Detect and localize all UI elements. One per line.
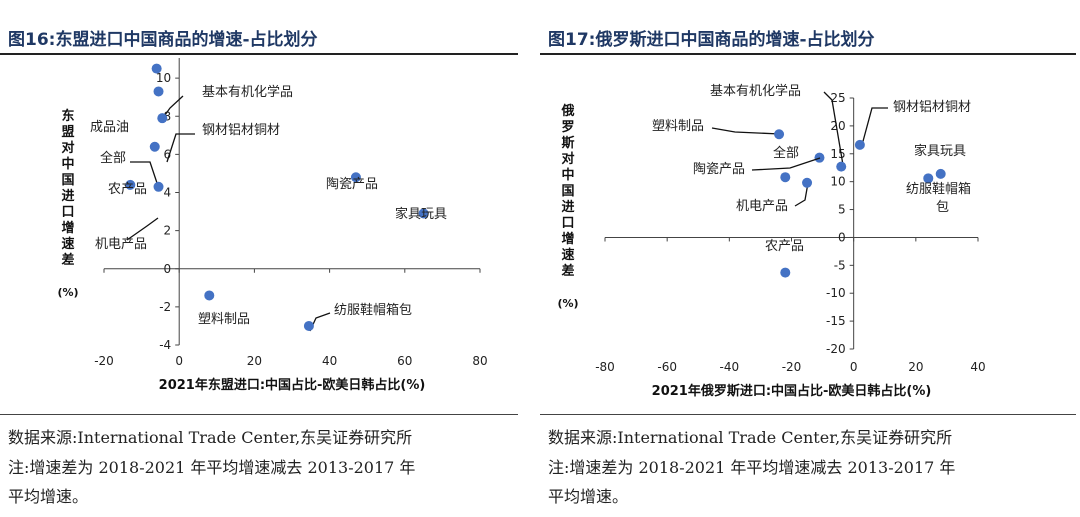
y-tick-label: 4 — [164, 186, 172, 200]
x-tick-label: -80 — [595, 360, 615, 374]
point-label: 农产品 — [765, 239, 804, 254]
y-tick-label: -2 — [159, 300, 171, 314]
note-line-2: 平均增速。 — [548, 487, 629, 506]
data-point — [153, 181, 164, 192]
y-tick-label: -5 — [834, 258, 846, 272]
x-tick-label: -40 — [720, 360, 740, 374]
data-point — [774, 129, 785, 140]
x-axis-title: 2021年东盟进口:中国占比-欧美日韩占比(%) — [159, 377, 426, 393]
point-label: 基本有机化学品 — [710, 83, 801, 99]
data-point — [780, 172, 791, 183]
data-point — [125, 179, 136, 190]
panel-russia: 图17:俄罗斯进口中国商品的增速-占比划分 -20 -15 -10 -5 0 5 10 15 2… — [540, 0, 1080, 517]
data-point — [153, 86, 164, 97]
point-label: 基本有机化学品 — [202, 84, 293, 100]
data-point — [418, 208, 429, 219]
top-rule — [540, 53, 1076, 55]
point-label: 纺服鞋帽箱包 — [334, 302, 412, 318]
x-tick-label: -20 — [782, 360, 802, 374]
point-label: 成品油 — [90, 120, 129, 135]
x-tick-label: -20 — [94, 354, 114, 368]
chart-title: 图16:东盟进口中国商品的增速-占比划分 — [8, 30, 318, 50]
y-tick-label: -4 — [159, 338, 171, 352]
data-point — [923, 173, 934, 184]
y-tick-label: 8 — [164, 109, 172, 123]
note-line-1: 注:增速差为 2018-2021 年平均增速减去 2013-2017 年 — [548, 458, 956, 477]
y-tick-label: 15 — [830, 147, 845, 161]
point-label: 纺服鞋帽箱包 — [906, 181, 971, 215]
leader-line — [794, 182, 809, 207]
source-text: 数据来源:International Trade Center,东吴证券研究所 — [8, 428, 413, 447]
note-line-1: 注:增速差为 2018-2021 年平均增速减去 2013-2017 年 — [8, 458, 416, 477]
point-label: 塑料制品 — [198, 312, 250, 327]
point-label: 机电产品 — [95, 237, 147, 252]
data-point — [780, 267, 791, 278]
y-tick-label: 20 — [830, 119, 845, 133]
data-point — [350, 172, 361, 183]
top-rule — [0, 53, 518, 55]
x-tick-label: 60 — [397, 354, 412, 368]
data-point — [836, 161, 847, 172]
y-tick-label: 0 — [838, 230, 846, 244]
leader-line — [751, 157, 821, 171]
point-label: 塑料制品 — [652, 119, 704, 134]
chart-area: -20 -15 -10 -5 0 5 10 15 20 25 -80 -60 -40 -20 0 20 40 20… — [540, 58, 1080, 408]
x-tick-label: 0 — [850, 360, 858, 374]
y-tick-label: 5 — [838, 203, 846, 217]
y-tick-label: -20 — [826, 342, 846, 356]
x-tick-label: 20 — [908, 360, 923, 374]
point-label: 陶瓷产品 — [326, 176, 378, 192]
leader-line — [711, 127, 781, 135]
x-tick-label: 20 — [247, 354, 262, 368]
y-tick-label: 10 — [830, 175, 845, 189]
leader-line — [126, 217, 159, 241]
data-point — [149, 141, 160, 152]
scatter-chart-russia: -20 -15 -10 -5 0 5 10 15 20 25 -80 -60 -40 -20 0 20 40 20… — [557, 83, 985, 399]
data-point — [303, 320, 314, 331]
bottom-rule — [540, 414, 1076, 415]
y-tick-label: 25 — [830, 91, 845, 105]
x-tick-label: 40 — [970, 360, 985, 374]
y-axis-title: 东盟对中国进口增速差(%) — [57, 108, 78, 299]
chart-title: 图17:俄罗斯进口中国商品的增速-占比划分 — [548, 30, 875, 50]
leader-line — [861, 107, 888, 146]
data-point — [204, 290, 215, 301]
source-text: 数据来源:International Trade Center,东吴证券研究所 — [548, 428, 953, 447]
y-tick-label: -10 — [826, 286, 846, 300]
point-label: 家具玩具 — [395, 206, 447, 222]
x-tick-label: -60 — [657, 360, 677, 374]
data-point — [151, 63, 162, 74]
chart-area: -4-2024681012-200204060802021年东盟进口:中国占比-… — [0, 33, 540, 408]
bottom-rule — [0, 414, 518, 415]
leader-line — [823, 91, 844, 166]
x-axis-title: 2021年俄罗斯进口:中国占比-欧美日韩占比(%) — [652, 383, 932, 399]
x-tick-label: 40 — [322, 354, 337, 368]
point-label: 家具玩具 — [914, 143, 966, 159]
point-label: 钢材铝材铜材 — [202, 123, 280, 138]
data-point — [854, 139, 865, 150]
point-label: 农产品 — [108, 182, 147, 197]
leader-line — [166, 133, 195, 163]
data-point — [157, 113, 168, 124]
leader-line — [130, 161, 158, 184]
y-axis-title: 俄罗斯对中国进口增速差(%) — [557, 103, 578, 310]
y-tick-label: -15 — [826, 314, 846, 328]
point-label: 陶瓷产品 — [693, 161, 745, 177]
x-tick-label: 0 — [175, 354, 183, 368]
point-label: 全部 — [100, 150, 126, 166]
panel-asean: 图16:东盟进口中国商品的增速-占比划分 -4-2024681012-20020… — [0, 30, 540, 506]
x-tick-label: 80 — [472, 354, 487, 368]
y-tick-label: 2 — [164, 224, 172, 238]
scatter-chart-asean: -4-2024681012-200204060802021年东盟进口:中国占比-… — [57, 33, 487, 393]
point-label: 全部 — [773, 145, 799, 161]
data-point — [935, 168, 946, 179]
y-tick-label: 0 — [164, 262, 172, 276]
y-tick-label: 10 — [156, 71, 171, 85]
point-label: 钢材铝材铜材 — [893, 100, 971, 115]
y-tick-label: 6 — [164, 147, 172, 161]
note-line-2: 平均增速。 — [8, 487, 89, 506]
data-point — [802, 177, 813, 188]
point-label: 机电产品 — [736, 199, 788, 214]
